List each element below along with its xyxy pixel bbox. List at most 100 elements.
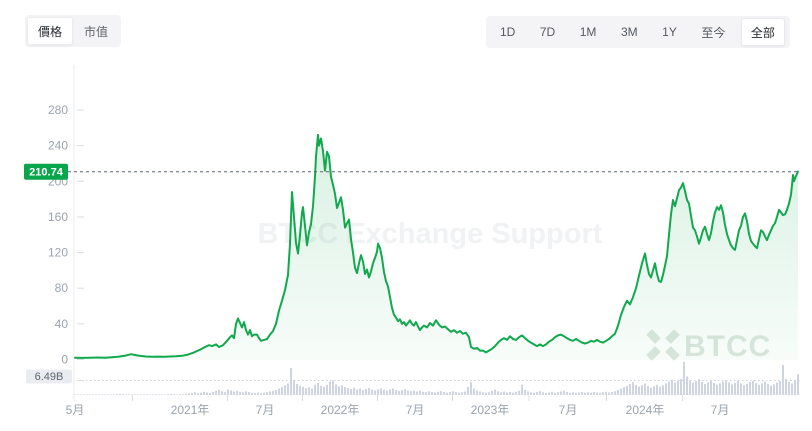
volume-bar — [128, 394, 130, 395]
volume-bar — [488, 392, 490, 395]
range-button-1d[interactable]: 1D — [500, 25, 516, 39]
volume-bar — [407, 390, 409, 395]
volume-bar — [335, 384, 337, 395]
range-button-7d[interactable]: 7D — [539, 25, 556, 39]
y-axis-tick-label: 240 — [48, 139, 68, 153]
volume-bar — [584, 392, 586, 395]
price-line — [74, 133, 799, 359]
volume-bar — [119, 394, 121, 395]
range-button-all[interactable]: 全部 — [740, 18, 785, 46]
volume-bar — [644, 383, 646, 395]
volume-bar — [206, 392, 208, 395]
tab-price[interactable]: 價格 — [27, 17, 73, 45]
volume-bar — [125, 394, 127, 395]
volume-bar — [650, 387, 652, 395]
volume-bar — [560, 391, 562, 395]
volume-bar — [512, 392, 514, 395]
volume-bar — [629, 383, 631, 395]
volume-bar — [326, 384, 328, 395]
volume-bar — [146, 394, 148, 395]
x-axis-tick-label: 2024年 — [626, 403, 665, 417]
volume-bar — [641, 385, 643, 395]
volume-bar — [302, 386, 304, 395]
volume-bar — [449, 392, 451, 395]
range-button-3m[interactable]: 3M — [620, 25, 638, 39]
volume-bar — [347, 388, 349, 395]
volume-bar — [329, 381, 331, 395]
volume-bar — [569, 392, 571, 395]
volume-bar — [314, 384, 316, 395]
volume-bar — [593, 392, 595, 395]
volume-bar — [164, 394, 166, 395]
volume-bar — [575, 392, 577, 395]
volume-bar — [422, 391, 424, 395]
volume-bar — [425, 392, 427, 395]
volume-bar — [665, 383, 667, 395]
volume-bar — [281, 386, 283, 395]
range-button-since[interactable]: 至今 — [701, 25, 726, 40]
volume-bar — [455, 392, 457, 395]
volume-bar — [761, 383, 763, 395]
volume-bar — [458, 392, 460, 395]
volume-bar — [242, 392, 244, 395]
volume-bar — [614, 391, 616, 395]
volume-bar — [659, 386, 661, 395]
tab-market-cap[interactable]: 市值 — [83, 24, 108, 39]
volume-bar — [479, 391, 481, 395]
volume-bar — [536, 392, 538, 395]
volume-bar — [554, 392, 556, 395]
volume-bar — [233, 391, 235, 395]
volume-bar — [674, 382, 676, 395]
volume-bar — [632, 382, 634, 395]
volume-bar — [362, 389, 364, 395]
volume-bar — [503, 391, 505, 395]
volume-bar — [743, 385, 745, 395]
volume-bar — [737, 381, 739, 395]
volume-bar — [377, 389, 379, 395]
time-range-selector: 1D 7D 1M 3M 1Y 至今 全部 — [486, 16, 790, 48]
volume-bar — [485, 392, 487, 395]
volume-bar — [740, 383, 742, 395]
volume-bar — [191, 392, 193, 395]
volume-bar — [476, 390, 478, 395]
volume-bar — [224, 392, 226, 395]
volume-bar — [185, 393, 187, 395]
volume-bar — [722, 381, 724, 395]
y-axis-tick-label: 40 — [55, 317, 69, 331]
volume-bar — [440, 391, 442, 395]
volume-bar — [416, 391, 418, 395]
volume-bar — [707, 382, 709, 395]
volume-bar — [182, 394, 184, 395]
volume-bar — [698, 379, 700, 395]
volume-bar — [728, 382, 730, 395]
volume-bar — [98, 394, 100, 395]
x-axis-tick-label: 2021年 — [171, 403, 210, 417]
volume-bar — [122, 394, 124, 395]
range-button-1m[interactable]: 1M — [579, 25, 597, 39]
volume-bar — [83, 394, 85, 395]
volume-bar — [773, 384, 775, 395]
volume-bar — [692, 382, 694, 395]
volume-bar — [371, 389, 373, 395]
volume-bar — [473, 388, 475, 395]
volume-bar — [497, 391, 499, 395]
volume-bar — [647, 385, 649, 395]
volume-bar — [161, 394, 163, 395]
volume-bar — [782, 365, 784, 395]
volume-bar — [410, 391, 412, 395]
volume-bar — [92, 394, 94, 395]
chart-type-tabs: 價格 市值 — [25, 15, 121, 47]
current-price-value: 210.74 — [29, 167, 64, 179]
volume-bar — [572, 392, 574, 395]
volume-bar — [467, 386, 469, 395]
volume-bar — [299, 385, 301, 395]
volume-bar — [530, 392, 532, 395]
range-button-1y[interactable]: 1Y — [662, 25, 677, 39]
volume-bar — [518, 390, 520, 395]
volume-bar — [686, 376, 688, 395]
price-area-fill — [75, 134, 798, 360]
volume-bar — [755, 383, 757, 395]
volume-bar — [638, 386, 640, 395]
volume-bar — [791, 383, 793, 395]
